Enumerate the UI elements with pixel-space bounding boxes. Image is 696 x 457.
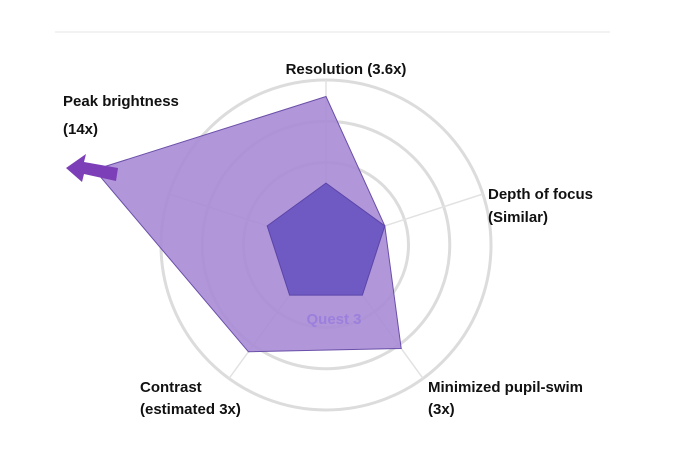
axis-label: (estimated 3x) [140, 401, 241, 418]
axis-label: Depth of focus [488, 186, 593, 203]
axis-label: Resolution (3.6x) [286, 61, 407, 78]
axis-label: Peak brightness [63, 93, 179, 110]
radar-area [266, 182, 386, 296]
axis-label: (14x) [63, 121, 98, 138]
series-label: Quest 3 [306, 311, 361, 328]
axis-label: Minimized pupil-swim [428, 379, 583, 396]
axis-label: (Similar) [488, 209, 548, 226]
arrow [66, 154, 118, 182]
axis-label: (3x) [428, 401, 455, 418]
axis-label: Contrast [140, 379, 202, 396]
